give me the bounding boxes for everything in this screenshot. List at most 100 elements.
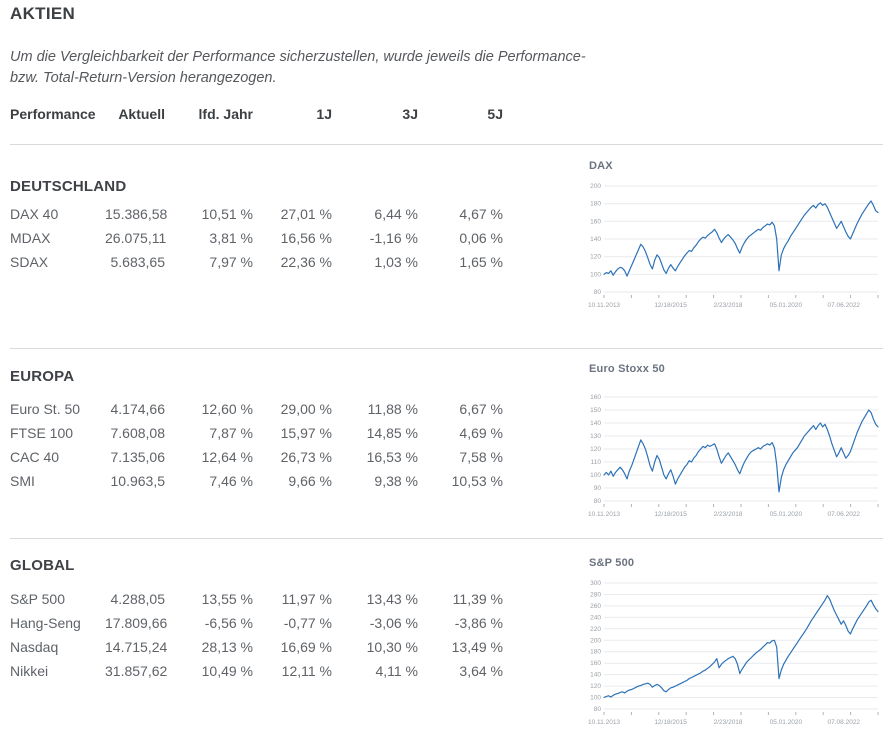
y-axis-tick-label: 110: [591, 459, 602, 466]
value-cell: 10.963,5: [110, 473, 166, 489]
index-name-cell: Nasdaq: [10, 639, 59, 655]
y-axis-tick-label: 100: [590, 472, 601, 479]
divider-section-1: [10, 348, 883, 349]
section-heading-europa: EUROPA: [10, 368, 75, 385]
y-axis-tick-label: 80: [594, 289, 602, 296]
value-cell: 14,85 %: [366, 425, 418, 441]
y-axis-tick-label: 130: [590, 433, 601, 440]
x-axis-tick-label: 05.01.2020: [770, 511, 803, 518]
column-header-5j: 5J: [487, 106, 503, 122]
value-cell: 17.809,66: [105, 615, 168, 631]
value-cell: 13,55 %: [201, 591, 253, 607]
value-cell: 0,06 %: [459, 230, 503, 246]
table-row: Nasdaq 14.715,24 28,13 % 16,69 % 10,30 % 13,4…: [10, 635, 503, 659]
column-header-lfd-jahr: lfd. Jahr: [198, 106, 253, 122]
performance-line-series: [603, 409, 879, 493]
value-cell: 7,97 %: [209, 254, 253, 270]
index-name-cell: Nikkei: [10, 663, 49, 679]
index-name-cell: SMI: [10, 473, 35, 489]
value-cell: 26.075,11: [105, 230, 167, 246]
y-axis-tick-label: 140: [590, 236, 601, 243]
table-row: FTSE 100 7.608,08 7,87 % 15,97 % 14,85 % 4,69…: [10, 421, 503, 445]
x-axis-tick-label: 07.08.2022: [828, 719, 861, 726]
y-axis-tick-label: 260: [590, 603, 601, 610]
value-cell: 16,69 %: [280, 639, 332, 655]
value-cell: 3,64 %: [459, 663, 503, 679]
y-axis-tick-label: 80: [594, 706, 602, 713]
y-axis-tick-label: 150: [590, 407, 601, 414]
value-cell: 4,69 %: [459, 425, 503, 441]
value-cell: 1,03 %: [374, 254, 418, 270]
value-cell: 10,49 %: [201, 663, 253, 679]
value-cell: 11,39 %: [452, 591, 503, 607]
value-cell: 4.174,66: [110, 401, 166, 417]
value-cell: 10,30 %: [366, 639, 418, 655]
chart-title-sp-500: S&P 500: [589, 557, 635, 569]
y-axis-tick-label: 90: [594, 485, 602, 492]
y-axis-tick-label: 140: [590, 420, 601, 427]
x-axis-tick-label: 10.11.2013: [588, 719, 620, 726]
value-cell: 16,53 %: [366, 449, 418, 465]
table-column-headers: Performance Aktuell lfd. Jahr 1J 3J 5J: [10, 106, 503, 122]
x-axis-tick-label: 07.06.2022: [828, 511, 861, 518]
value-cell: 16,56 %: [280, 230, 332, 246]
value-cell: 15,97 %: [280, 425, 332, 441]
value-cell: 4,11 %: [375, 663, 418, 679]
value-cell: 7,46 %: [209, 473, 253, 489]
x-axis-tick-label: 10.11.2013: [588, 302, 620, 309]
y-axis-tick-label: 120: [590, 254, 601, 261]
y-axis-tick-label: 160: [590, 394, 601, 401]
value-cell: -0,77 %: [283, 615, 332, 631]
x-axis-tick-label: 2/23/2018: [714, 719, 743, 726]
column-header-performance: Performance: [10, 106, 96, 122]
value-cell: -1,16 %: [369, 230, 418, 246]
x-axis-tick-label: 2/23/2018: [714, 302, 743, 309]
value-cell: 9,38 %: [374, 473, 418, 489]
x-axis-tick-label: 2/23/2018: [714, 511, 743, 518]
y-axis-tick-label: 140: [590, 672, 601, 679]
y-axis-tick-label: 160: [590, 660, 601, 667]
x-axis-tick-label: 05.01.2020: [770, 302, 803, 309]
value-cell: 28,13 %: [201, 639, 253, 655]
y-axis-tick-label: 280: [590, 592, 601, 599]
value-cell: 26,73 %: [280, 449, 332, 465]
table-row: S&P 500 4.288,05 13,55 % 11,97 % 13,43 % 11,3…: [10, 587, 503, 611]
index-name-cell: FTSE 100: [10, 425, 74, 441]
divider-header: [10, 144, 883, 145]
y-axis-tick-label: 100: [590, 695, 601, 702]
value-cell: 12,60 %: [201, 401, 253, 417]
y-axis-tick-label: 120: [590, 683, 601, 690]
y-axis-tick-label: 160: [590, 218, 601, 225]
table-row: SDAX 5.683,65 7,97 % 22,36 % 1,03 % 1,65 %: [10, 250, 503, 274]
table-deutschland: DAX 40 15.386,58 10,51 % 27,01 % 6,44 % 4,67 …: [10, 202, 503, 274]
value-cell: 11,88 %: [367, 401, 418, 417]
x-axis-tick-label: 12/18/2015: [654, 302, 687, 309]
y-axis-tick-label: 180: [590, 201, 601, 208]
column-header-3j: 3J: [402, 106, 418, 122]
index-name-cell: CAC 40: [10, 449, 60, 465]
value-cell: 13,49 %: [451, 639, 503, 655]
y-axis-tick-label: 200: [590, 183, 601, 190]
x-axis-tick-label: 12/18/2015: [654, 511, 687, 518]
y-axis-tick-label: 240: [590, 614, 601, 621]
index-name-cell: MDAX: [10, 230, 51, 246]
x-axis-tick-label: 05.01.2020: [770, 719, 803, 726]
value-cell: 12,64 %: [201, 449, 253, 465]
value-cell: 7.608,08: [110, 425, 166, 441]
index-name-cell: Hang-Seng: [10, 615, 81, 631]
table-row: Euro St. 50 4.174,66 12,60 % 29,00 % 11,88 %…: [10, 397, 503, 421]
divider-section-2: [10, 538, 883, 539]
value-cell: 29,00 %: [280, 401, 332, 417]
section-heading-global: GLOBAL: [10, 557, 75, 574]
value-cell: 7,58 %: [459, 449, 503, 465]
table-europa: Euro St. 50 4.174,66 12,60 % 29,00 % 11,88 %…: [10, 397, 503, 493]
value-cell: -3,06 %: [369, 615, 418, 631]
value-cell: 5.683,65: [110, 254, 166, 270]
y-axis-tick-label: 300: [590, 580, 601, 587]
y-axis-tick-label: 120: [590, 446, 601, 453]
column-header-aktuell: Aktuell: [118, 106, 165, 122]
value-cell: 11,97 %: [281, 591, 332, 607]
value-cell: 27,01 %: [280, 206, 332, 222]
x-axis-tick-label: 10.11.2013: [588, 511, 620, 518]
value-cell: -6,56 %: [204, 615, 253, 631]
